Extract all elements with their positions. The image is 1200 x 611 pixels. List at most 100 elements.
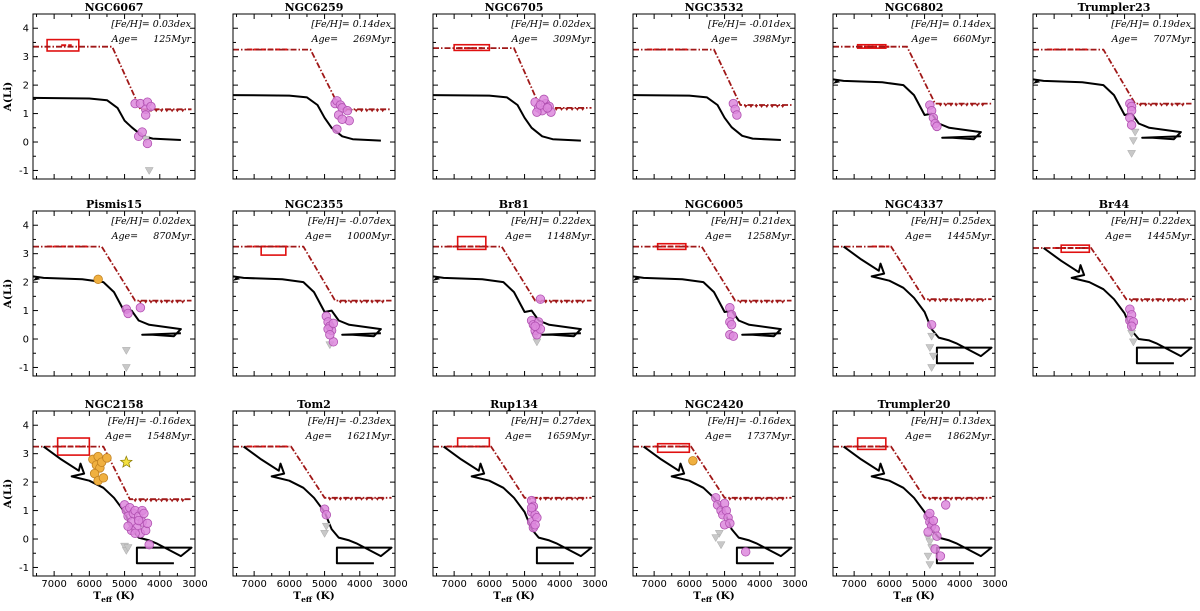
envelope-mark [164,109,169,113]
envelope-mark [1154,103,1159,107]
panel-title: NGC4337 [885,198,944,211]
envelope-mark [1143,103,1148,107]
plot-area [633,442,793,565]
envelope-mark [354,109,359,113]
envelope-mark [954,497,959,501]
age-annotation: Age= 707Myr [1111,34,1193,45]
member-point [740,547,751,557]
upper-envelope [233,445,392,499]
panel-title: NGC3532 [685,1,744,14]
envelope-mark [943,497,948,501]
sun-star [119,455,133,468]
x-tick-label: 3000 [982,579,1007,590]
model-isochrone [1043,247,1193,365]
plot-area [1033,48,1192,158]
panel-title: Br44 [1099,198,1130,211]
envelope-mark [754,300,759,304]
envelope-mark [948,497,953,501]
envelope-mark [927,497,932,501]
feh-annotation: [Fe/H]= -0.16dex [108,416,192,427]
envelope-mark [959,299,964,303]
panel-NGC2355: NGC2355 [Fe/H]= -0.07dex Age= 1000Myr [232,198,396,377]
envelope-mark [354,300,359,304]
feh-annotation: [Fe/H]= 0.03dex [111,19,191,30]
envelope-mark [1166,299,1171,303]
panel-NGC4337: NGC4337 [Fe/H]= 0.25dex Age= 1445Myr [832,198,996,377]
upper-limit-point [714,530,724,538]
envelope-mark [954,299,959,303]
feh-annotation: [Fe/H]= -0.07dex [308,216,392,227]
age-annotation: Age= 1148Myr [505,231,593,242]
axes-frame [432,210,596,377]
member-point [139,508,149,519]
envelope-mark [359,497,364,501]
member-point [130,528,140,539]
member-point [328,318,339,329]
y-tick-label: 1 [23,109,29,120]
envelope-mark [164,499,169,503]
envelope-mark [570,497,575,501]
upper-envelope [233,48,392,111]
upper-limit-point [1130,128,1140,137]
x-tick-label: 5000 [712,579,737,590]
envelope-mark [970,299,975,303]
envelope-mark [338,497,343,501]
envelope-mark [575,497,580,501]
envelope-mark [380,497,385,501]
upper-envelope [33,45,192,111]
plot-area [233,245,392,350]
envelope-mark [748,497,753,501]
model-hook [433,276,441,281]
envelope-mark [980,497,985,501]
axes-frame [32,210,196,377]
axes-frame [832,13,996,180]
x-tick-label: 7000 [641,579,666,590]
envelope-mark [364,109,369,113]
feh-annotation: [Fe/H]= 0.02dex [511,19,591,30]
envelope-mark [359,300,364,304]
envelope-mark [564,497,569,501]
envelope-mark [1170,103,1175,107]
plot-area [433,235,592,347]
x-tick-label: 6000 [77,579,102,590]
panel-title: NGC6067 [85,1,144,14]
envelope-mark [975,299,980,303]
upper-limit-point [1127,150,1137,158]
y-tick-label: -1 [19,166,29,177]
giant-point [102,453,112,463]
envelope-mark [148,300,153,304]
model-isochrone [1033,78,1182,141]
envelope-mark [170,109,175,113]
envelope-mark [564,107,569,111]
model-isochrone [233,275,382,338]
envelope-mark [554,107,559,111]
upper-envelope [1033,247,1192,301]
envelope-mark [370,300,375,304]
member-point [732,110,742,120]
x-axis-label: Teff (K) [893,590,934,604]
member-point [535,294,546,304]
age-annotation: Age= 1548Myr [105,431,193,442]
envelope-mark [980,299,985,303]
upper-envelope [633,245,792,302]
member-point [930,544,940,554]
meteoritic-box [656,442,691,454]
feh-annotation: [Fe/H]= 0.02dex [111,216,191,227]
plot-area [833,43,992,141]
panel-Trumpler23: Trumpler23 [Fe/H]= 0.19dex Age= 707Myr [1032,1,1196,180]
envelope-mark [364,497,369,501]
envelope-mark [175,300,180,304]
feh-annotation: [Fe/H]= 0.22dex [511,216,591,227]
member-point [1126,120,1137,130]
y-axis-label: A(Li) [2,82,14,112]
y-tick-label: 4 [23,421,29,432]
envelope-mark [764,300,769,304]
envelope-mark [180,499,185,503]
envelope-mark [933,497,938,501]
member-point [123,521,133,531]
envelope-mark [554,300,559,304]
upper-limit-point [716,541,726,550]
upper-limit-point [144,167,154,175]
member-point [542,103,553,113]
plot-area [633,242,792,341]
